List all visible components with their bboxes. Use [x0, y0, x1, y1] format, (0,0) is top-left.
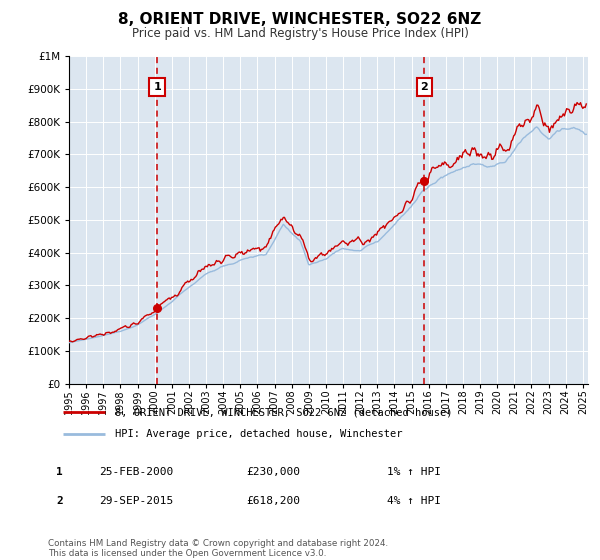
Text: Price paid vs. HM Land Registry's House Price Index (HPI): Price paid vs. HM Land Registry's House … — [131, 27, 469, 40]
Text: 2: 2 — [421, 82, 428, 92]
Text: 8, ORIENT DRIVE, WINCHESTER, SO22 6NZ (detached house): 8, ORIENT DRIVE, WINCHESTER, SO22 6NZ (d… — [115, 407, 452, 417]
Text: £618,200: £618,200 — [246, 496, 300, 506]
Text: HPI: Average price, detached house, Winchester: HPI: Average price, detached house, Winc… — [115, 429, 403, 438]
Text: 4% ↑ HPI: 4% ↑ HPI — [387, 496, 441, 506]
Text: £230,000: £230,000 — [246, 466, 300, 477]
Text: 2: 2 — [56, 496, 63, 506]
Text: 29-SEP-2015: 29-SEP-2015 — [99, 496, 173, 506]
Text: 1: 1 — [154, 82, 161, 92]
Text: 1: 1 — [56, 466, 63, 477]
Text: 8, ORIENT DRIVE, WINCHESTER, SO22 6NZ: 8, ORIENT DRIVE, WINCHESTER, SO22 6NZ — [118, 12, 482, 27]
Text: Contains HM Land Registry data © Crown copyright and database right 2024.
This d: Contains HM Land Registry data © Crown c… — [48, 539, 388, 558]
Text: 25-FEB-2000: 25-FEB-2000 — [99, 466, 173, 477]
Text: 1% ↑ HPI: 1% ↑ HPI — [387, 466, 441, 477]
